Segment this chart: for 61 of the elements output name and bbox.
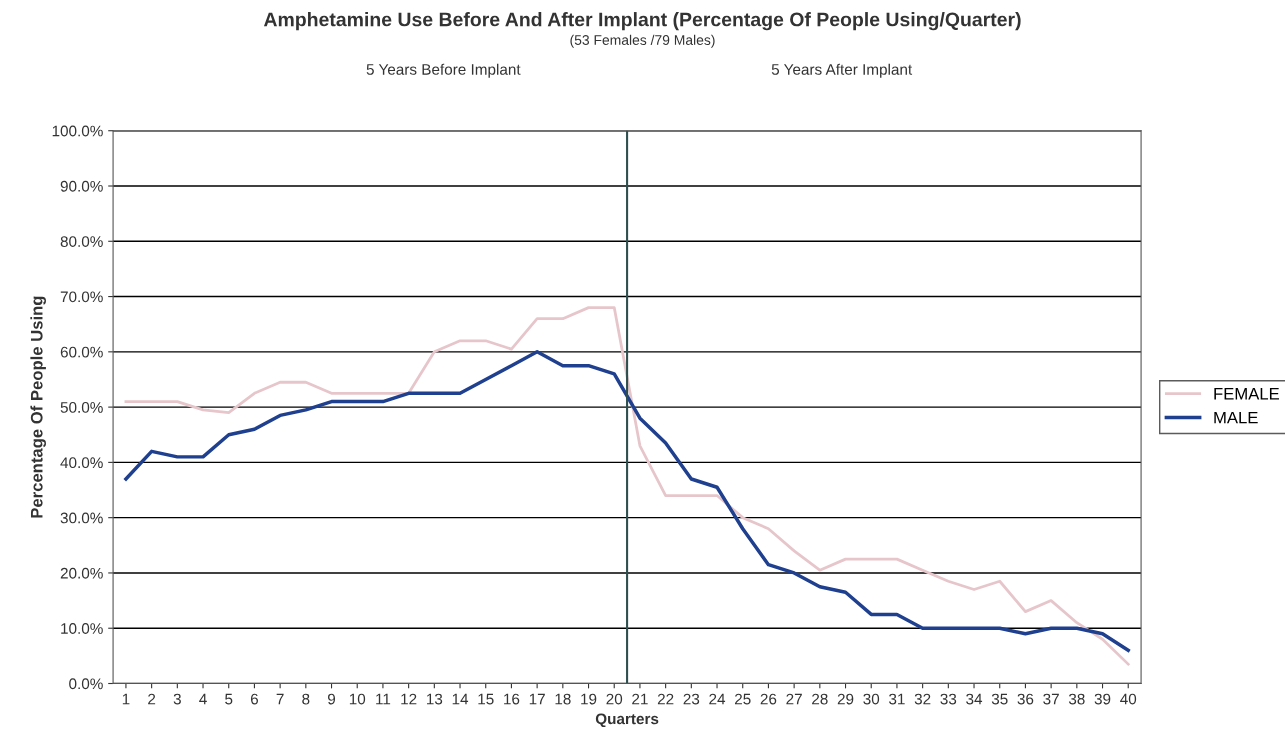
x-tick-label: 13 [427, 693, 443, 705]
x-tick-label: 3 [173, 693, 181, 705]
x-tick-label: 37 [1043, 693, 1059, 705]
x-tick-label: 31 [889, 693, 905, 705]
x-tick-label: 24 [709, 693, 726, 705]
x-tick-label: 26 [760, 693, 777, 705]
text: 5 Years Before Implant [366, 63, 521, 78]
x-tick-label: 5 [225, 693, 233, 705]
x-tick-label: 29 [837, 693, 854, 705]
x-tick-label: 40 [1120, 693, 1137, 705]
x-tick-label: 25 [735, 693, 751, 705]
x-tick-label: 20 [606, 693, 623, 705]
y-tick-label: 20.0% [60, 567, 103, 579]
x-tick-label: 38 [1068, 693, 1085, 705]
y-tick-label: 50.0% [60, 401, 103, 413]
x-tick-label: 23 [683, 693, 700, 705]
y-tick-label: 0.0% [69, 678, 103, 690]
x-tick-label: 14 [452, 693, 469, 705]
x-tick-label: 21 [632, 693, 648, 705]
x-tick-label: 4 [199, 693, 207, 705]
y-tick-label: 10.0% [61, 623, 103, 634]
x-tick-label: 7 [276, 693, 284, 705]
text: 5 Years After Implant [771, 63, 913, 78]
x-tick-label: 16 [504, 693, 520, 705]
x-tick-label: 22 [657, 693, 674, 705]
y-tick-label: 80.0% [60, 236, 103, 247]
x-tick-label: 18 [555, 693, 571, 705]
x-tick-label: 2 [148, 693, 156, 705]
x-tick-label: 19 [581, 693, 597, 705]
x-tick-label: 9 [328, 693, 336, 705]
y-tick-label: 70.0% [60, 291, 103, 303]
x-tick-label: 6 [250, 693, 259, 705]
x-tick-label: 10 [349, 693, 366, 705]
y-tick-label: 60.0% [60, 346, 103, 358]
x-tick-label: 12 [401, 693, 417, 705]
x-tick-label: 15 [478, 693, 494, 705]
chart-subtitle: (53 Females /79 Males) [570, 34, 715, 48]
x-tick-label: 33 [940, 693, 957, 705]
line-series [124, 306, 1130, 666]
x-axis-title: Quarters [595, 713, 659, 728]
x-tick-label: 17 [529, 693, 545, 705]
y-tick-label: 100.0% [52, 125, 103, 137]
x-tick-label: 34 [966, 693, 983, 705]
y-tick-label: 90.0% [60, 180, 103, 192]
line-series [124, 350, 1130, 653]
x-tick-label: 36 [1017, 693, 1034, 705]
y-tick-label: 40.0% [60, 457, 103, 469]
x-tick-label: 11 [376, 693, 391, 705]
x-tick-label: 27 [786, 693, 802, 705]
x-tick-label: 35 [991, 693, 1008, 705]
x-tick-label: 28 [812, 693, 828, 705]
x-tick-label: 39 [1094, 693, 1111, 705]
y-tick-label: 30.0% [60, 512, 103, 524]
y-axis-title: Percentage Of People Using [30, 296, 46, 518]
x-tick-label: 30 [863, 693, 880, 705]
x-tick-label: 32 [914, 693, 931, 705]
legend-label: MALE [1214, 411, 1258, 424]
legend-label: FEMALE [1214, 388, 1279, 400]
x-tick-label: 8 [302, 693, 310, 705]
chart-title: Amphetamine Use Before And After Implant (Percentage Of People Using/Quarter) [263, 12, 1021, 31]
x-tick-label: 1 [122, 693, 130, 705]
